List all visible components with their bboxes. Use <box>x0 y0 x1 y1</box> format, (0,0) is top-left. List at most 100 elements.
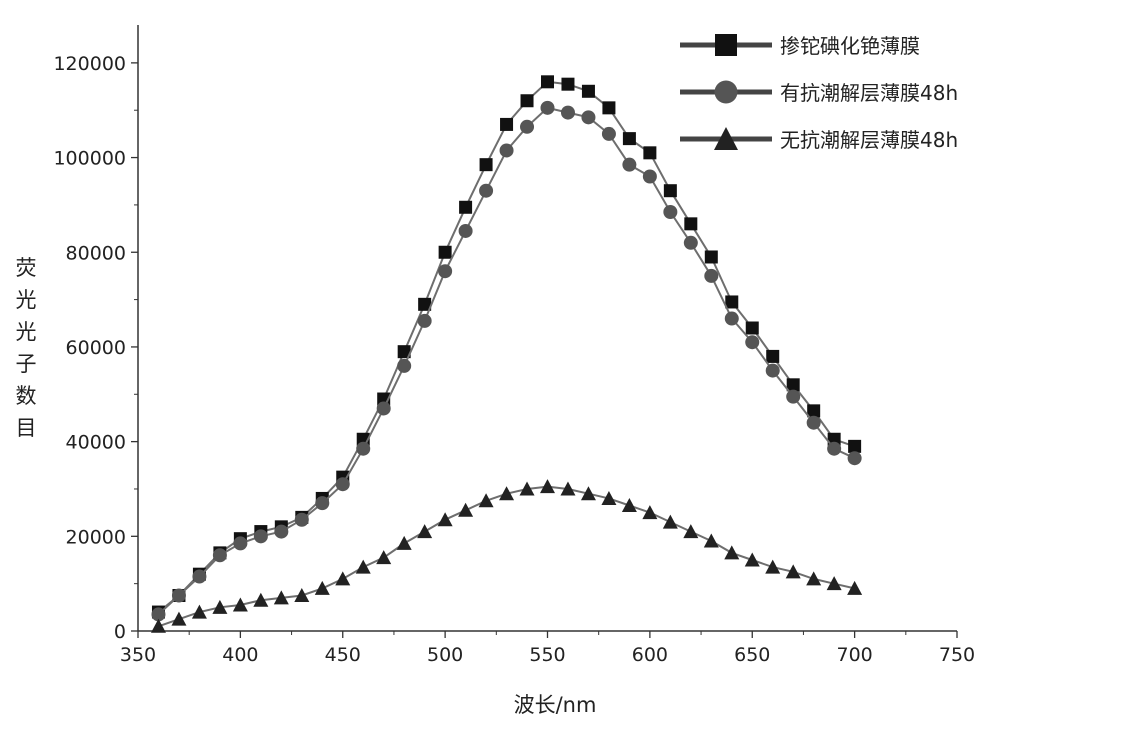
data-point <box>560 481 576 496</box>
data-point <box>806 571 822 586</box>
series-layer <box>150 75 863 633</box>
data-point <box>826 576 842 591</box>
x-tick-label: 750 <box>939 644 975 666</box>
x-tick-label: 450 <box>325 644 361 666</box>
data-point <box>397 358 412 373</box>
data-point <box>621 498 637 513</box>
data-point <box>622 157 637 172</box>
data-point <box>294 512 309 527</box>
data-point <box>356 441 371 456</box>
data-point <box>335 571 351 586</box>
data-point <box>232 597 248 612</box>
legend-item: 有抗潮解层薄膜48h <box>680 80 958 105</box>
data-point <box>725 295 739 309</box>
data-point <box>458 223 473 238</box>
data-point <box>479 158 493 172</box>
legend-marker <box>715 34 737 56</box>
data-point <box>191 604 207 619</box>
data-point <box>417 313 432 328</box>
data-point <box>704 250 718 264</box>
data-point <box>560 105 575 120</box>
data-point <box>233 536 248 551</box>
data-point <box>765 559 781 574</box>
data-point <box>253 529 268 544</box>
x-tick-label: 650 <box>734 644 770 666</box>
data-point <box>806 415 821 430</box>
y-tick-label: 120000 <box>53 53 126 75</box>
y-tick-label: 0 <box>114 621 126 643</box>
y-axis-label-char: 子 <box>15 352 37 376</box>
data-point <box>459 200 473 214</box>
data-point <box>171 588 186 603</box>
data-point <box>438 264 453 279</box>
data-point <box>314 580 330 595</box>
legend-marker <box>714 80 738 104</box>
data-point <box>417 524 433 539</box>
data-point <box>418 297 432 311</box>
data-point <box>520 94 534 108</box>
data-point <box>765 363 780 378</box>
y-axis-label-char: 目 <box>15 416 37 440</box>
data-point <box>847 580 863 595</box>
y-axis-label-char: 光 <box>15 288 37 312</box>
data-point <box>724 545 740 560</box>
data-point <box>786 378 800 392</box>
y-tick-label: 40000 <box>66 432 126 454</box>
data-point <box>253 592 269 607</box>
y-axis-label-char: 光 <box>15 320 37 344</box>
data-point <box>294 587 310 602</box>
series-3 <box>150 479 863 633</box>
data-point <box>540 479 555 494</box>
data-point <box>683 235 698 250</box>
data-point <box>150 618 166 633</box>
data-point <box>683 524 699 539</box>
data-point <box>171 611 187 626</box>
data-point <box>786 389 801 404</box>
data-point <box>745 321 759 335</box>
data-point <box>479 183 494 198</box>
data-point <box>437 512 453 527</box>
data-point <box>397 345 411 359</box>
y-tick-label: 20000 <box>66 526 126 548</box>
data-point <box>602 101 616 115</box>
data-point <box>458 502 474 517</box>
data-point <box>581 84 595 98</box>
data-point <box>807 404 821 418</box>
data-point <box>520 119 535 134</box>
data-point <box>499 143 514 158</box>
data-point <box>848 439 862 453</box>
y-axis-label-char: 荧 <box>15 256 37 280</box>
y-tick-label: 100000 <box>53 148 126 170</box>
data-point <box>663 205 678 220</box>
data-point <box>704 268 719 283</box>
y-axis-ticks: 0 20000 40000 60000 80000 100000 120000 <box>53 53 138 643</box>
data-point <box>744 552 760 567</box>
y-tick-label: 80000 <box>66 242 126 264</box>
x-tick-label: 600 <box>632 644 668 666</box>
x-tick-label: 400 <box>222 644 258 666</box>
data-point <box>478 493 494 508</box>
x-tick-label: 550 <box>529 644 565 666</box>
legend-item: 掺铊碘化铯薄膜 <box>680 34 920 58</box>
data-point <box>355 559 371 574</box>
data-point <box>766 349 780 363</box>
data-point <box>212 599 228 614</box>
legend-label: 有抗潮解层薄膜48h <box>780 81 958 105</box>
data-point <box>540 100 555 115</box>
data-point <box>642 505 658 520</box>
data-point <box>580 486 596 501</box>
y-tick-label: 60000 <box>66 337 126 359</box>
data-point <box>438 245 452 259</box>
data-point <box>273 590 289 605</box>
data-point <box>376 401 391 416</box>
data-point <box>745 335 760 350</box>
data-point <box>642 169 657 184</box>
data-point <box>847 451 862 466</box>
data-point <box>662 514 678 529</box>
series-2 <box>151 100 862 622</box>
data-point <box>703 533 719 548</box>
x-tick-label: 500 <box>427 644 463 666</box>
legend-label: 无抗潮解层薄膜48h <box>780 128 958 152</box>
